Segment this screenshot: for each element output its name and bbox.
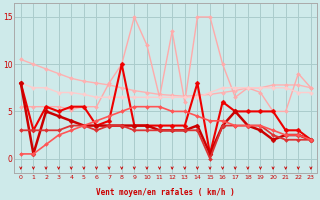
- X-axis label: Vent moyen/en rafales ( km/h ): Vent moyen/en rafales ( km/h ): [96, 188, 235, 197]
